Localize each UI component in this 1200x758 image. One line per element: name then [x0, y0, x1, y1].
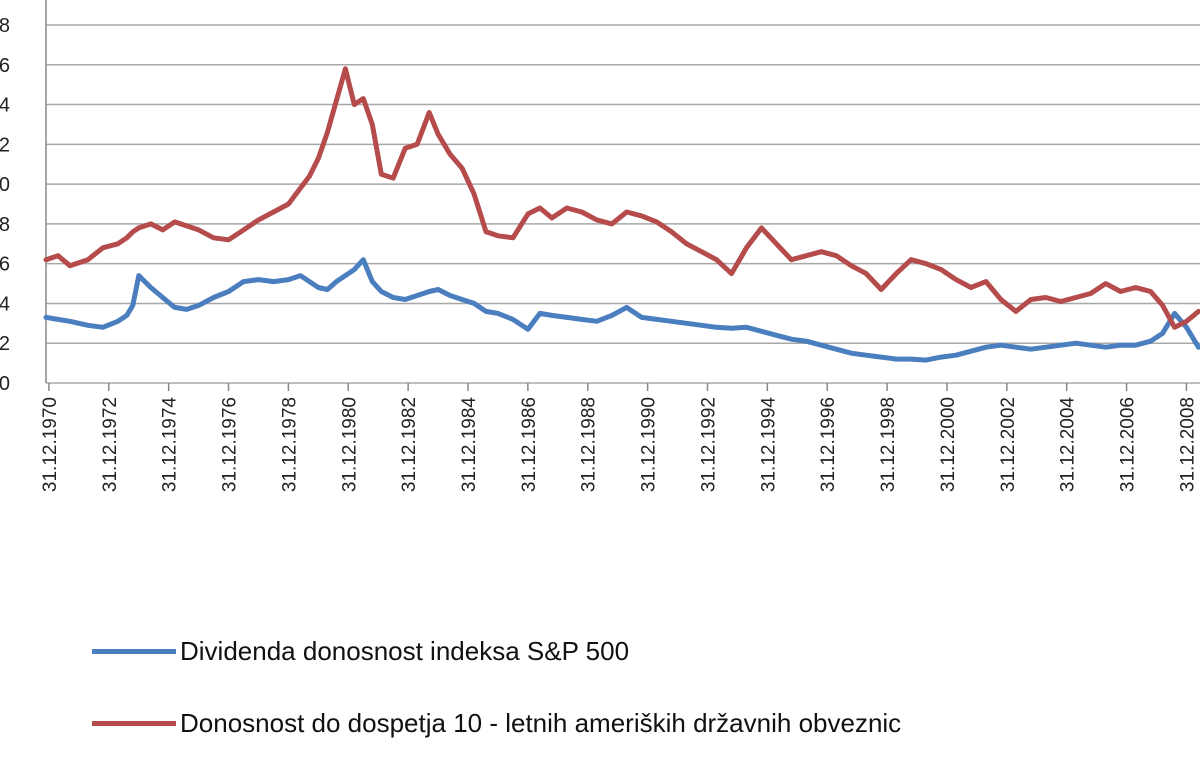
y-tick-label: 14 — [0, 95, 10, 117]
x-tick-label: 31.12.1996 — [818, 397, 839, 492]
x-tick-label: 31.12.1986 — [519, 397, 540, 492]
x-tick-label: 31.12.1976 — [220, 397, 241, 492]
x-tick-label: 31.12.1984 — [459, 397, 480, 493]
y-tick-label: 10 — [0, 174, 10, 196]
y-tick-label: 12 — [0, 134, 10, 156]
x-tick-label: 31.12.1972 — [100, 397, 121, 492]
series-line-dividend — [43, 257, 1200, 363]
x-axis: 31.12.1970 31.12.1972 31.12.1974 31.12.1976… — [40, 383, 1198, 493]
gridlines — [45, 0, 1200, 384]
x-tick-label: 31.12.1990 — [639, 397, 660, 492]
y-axis: 0 2 4 6 8 10 12 14 16 18 — [0, 15, 10, 395]
x-tick-label: 31.12.1998 — [878, 397, 899, 492]
y-tick-label: 4 — [0, 293, 10, 315]
legend-label-treasury: Donosnost do dospetja 10 - letnih ameriš… — [180, 708, 902, 738]
x-tick-label: 31.12.1988 — [579, 397, 600, 492]
x-tick-label: 31.12.2006 — [1118, 397, 1139, 492]
x-tick-label: 31.12.1974 — [160, 397, 181, 493]
series-lines — [43, 66, 1200, 363]
y-tick-label: 6 — [0, 254, 10, 276]
x-tick-label: 31.12.1994 — [758, 397, 779, 493]
x-tick-label: 31.12.2004 — [1058, 397, 1079, 493]
y-tick-label: 0 — [0, 373, 10, 395]
x-tick-label: 31.12.1978 — [279, 397, 300, 492]
x-tick-label: 31.12.1992 — [698, 397, 719, 492]
legend-label-dividend: Dividenda donosnost indeksa S&P 500 — [180, 636, 630, 666]
x-tick-label: 31.12.1980 — [339, 397, 360, 492]
y-tick-label: 16 — [0, 55, 10, 77]
series-line-treasury — [43, 66, 1200, 330]
y-tick-label: 18 — [0, 15, 10, 37]
x-tick-label: 31.12.1970 — [40, 397, 61, 492]
legend-item-dividend: Dividenda donosnost indeksa S&P 500 — [92, 633, 1192, 673]
x-tick-label: 31.12.2002 — [998, 397, 1019, 492]
legend-swatch-treasury — [92, 721, 176, 726]
legend-swatch-dividend — [92, 649, 176, 654]
y-tick-label: 2 — [0, 333, 10, 355]
line-chart: 024681012141618 31.12.197031.12.197231.1… — [0, 0, 1200, 493]
y-tick-label: 8 — [0, 214, 10, 236]
legend-item-treasury: Donosnost do dospetja 10 - letnih ameriš… — [92, 705, 1192, 745]
x-tick-label: 31.12.2008 — [1177, 397, 1198, 492]
x-tick-label: 31.12.2000 — [938, 397, 959, 492]
x-tick-label: 31.12.1982 — [399, 397, 420, 492]
